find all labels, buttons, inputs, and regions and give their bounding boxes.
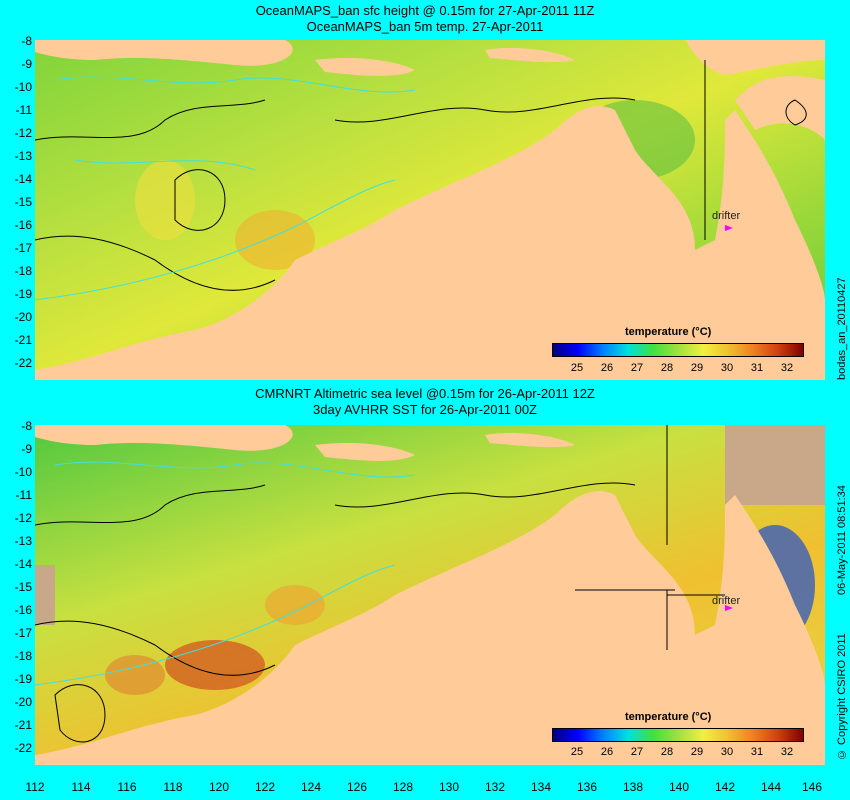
top-y-tick: -17 [14, 241, 32, 255]
x-tick: 140 [668, 780, 690, 794]
bottom-y-tick: -18 [14, 649, 32, 663]
x-tick: 134 [530, 780, 552, 794]
x-tick: 146 [801, 780, 823, 794]
bottom-y-tick: -20 [14, 695, 32, 709]
x-tick: 124 [300, 780, 322, 794]
x-tick: 138 [622, 780, 644, 794]
top-y-tick: -16 [14, 218, 32, 232]
bottom-y-tick: -10 [14, 465, 32, 479]
top-y-tick: -8 [21, 34, 32, 48]
top-y-tick: -21 [14, 333, 32, 347]
top-y-tick: -12 [14, 126, 32, 140]
bottom-colorbar-tick: 26 [600, 746, 614, 758]
top-colorbar-tick: 31 [750, 362, 764, 374]
x-tick: 118 [163, 780, 183, 794]
bottom-title-line2: 3day AVHRR SST for 26-Apr-2011 00Z [313, 402, 537, 417]
top-y-tick: -11 [15, 103, 32, 117]
bottom-colorbar-tick: 27 [630, 746, 644, 758]
bottom-y-tick: -15 [14, 580, 32, 594]
x-tick: 144 [760, 780, 782, 794]
bottom-y-tick: -13 [14, 534, 32, 548]
top-colorbar-tick: 28 [660, 362, 674, 374]
x-tick: 130 [438, 780, 460, 794]
top-y-tick: -15 [14, 195, 32, 209]
bottom-y-tick: -8 [21, 419, 32, 433]
bottom-y-tick: -14 [14, 557, 32, 571]
x-tick: 112 [25, 780, 45, 794]
no-data-region [725, 425, 825, 505]
drifter-marker [725, 225, 733, 231]
top-sst-map [35, 40, 825, 380]
x-tick: 128 [392, 780, 414, 794]
x-tick: 136 [576, 780, 598, 794]
bottom-colorbar-title: temperature (°C) [625, 711, 712, 723]
bottom-y-tick: -11 [15, 488, 32, 502]
x-tick: 132 [484, 780, 506, 794]
bottom-y-tick: -22 [14, 741, 32, 755]
bottom-colorbar-tick: 31 [750, 746, 764, 758]
top-drifter-label: drifter [712, 210, 741, 222]
top-colorbar-tick: 25 [570, 362, 584, 374]
bottom-sst-map [35, 425, 825, 765]
bottom-y-tick: -17 [14, 626, 32, 640]
land-australia [35, 491, 825, 765]
bottom-title-line1: CMRNRT Altimetric sea level @0.15m for 2… [255, 386, 595, 401]
top-colorbar-tick: 29 [690, 362, 704, 374]
bottom-colorbar-tick: 30 [720, 746, 734, 758]
top-y-tick: -9 [21, 57, 32, 71]
bottom-drifter-label: drifter [712, 595, 741, 607]
x-tick: 116 [117, 780, 137, 794]
top-colorbar-tick: 27 [630, 362, 644, 374]
bottom-side-label: 06-May-2011 08:51:34 [836, 485, 848, 595]
top-side-label: bodas_an_20110427 [836, 277, 848, 380]
bottom-colorbar-tick: 29 [690, 746, 704, 758]
top-colorbar-title: temperature (°C) [625, 326, 712, 338]
top-colorbar-tick: 32 [780, 362, 794, 374]
bottom-colorbar-tick: 25 [570, 746, 584, 758]
top-colorbar-tick: 30 [720, 362, 734, 374]
bottom-y-tick: -12 [14, 511, 32, 525]
top-y-tick: -14 [14, 172, 32, 186]
land-indonesia [35, 40, 293, 66]
top-y-tick: -18 [14, 264, 32, 278]
x-tick: 126 [346, 780, 368, 794]
bottom-colorbar-tick: 28 [660, 746, 674, 758]
bottom-y-tick: -21 [14, 718, 32, 732]
top-y-tick: -19 [14, 287, 32, 301]
top-y-tick: -13 [14, 149, 32, 163]
drifter-marker [725, 605, 733, 611]
top-title-line1: OceanMAPS_ban sfc height @ 0.15m for 27-… [255, 3, 595, 18]
x-tick: 142 [714, 780, 736, 794]
top-colorbar-tick: 26 [600, 362, 614, 374]
bottom-y-tick: -9 [21, 442, 32, 456]
x-tick: 120 [208, 780, 230, 794]
bottom-y-tick: -19 [14, 672, 32, 686]
land-indonesia [35, 425, 293, 451]
top-y-tick: -22 [14, 356, 32, 370]
land-australia [35, 106, 825, 380]
land-papua [735, 76, 825, 140]
x-tick: 114 [71, 780, 91, 794]
top-title-line2: OceanMAPS_ban 5m temp. 27-Apr-2011 [306, 19, 544, 34]
x-tick: 122 [254, 780, 276, 794]
top-y-tick: -20 [14, 310, 32, 324]
bottom-y-tick: -16 [14, 603, 32, 617]
top-colorbar [552, 343, 804, 357]
bottom-colorbar [552, 728, 804, 742]
top-y-tick: -10 [14, 80, 32, 94]
copyright-label: © Copyright CSIRO 2011 [836, 633, 848, 760]
bottom-colorbar-tick: 32 [780, 746, 794, 758]
